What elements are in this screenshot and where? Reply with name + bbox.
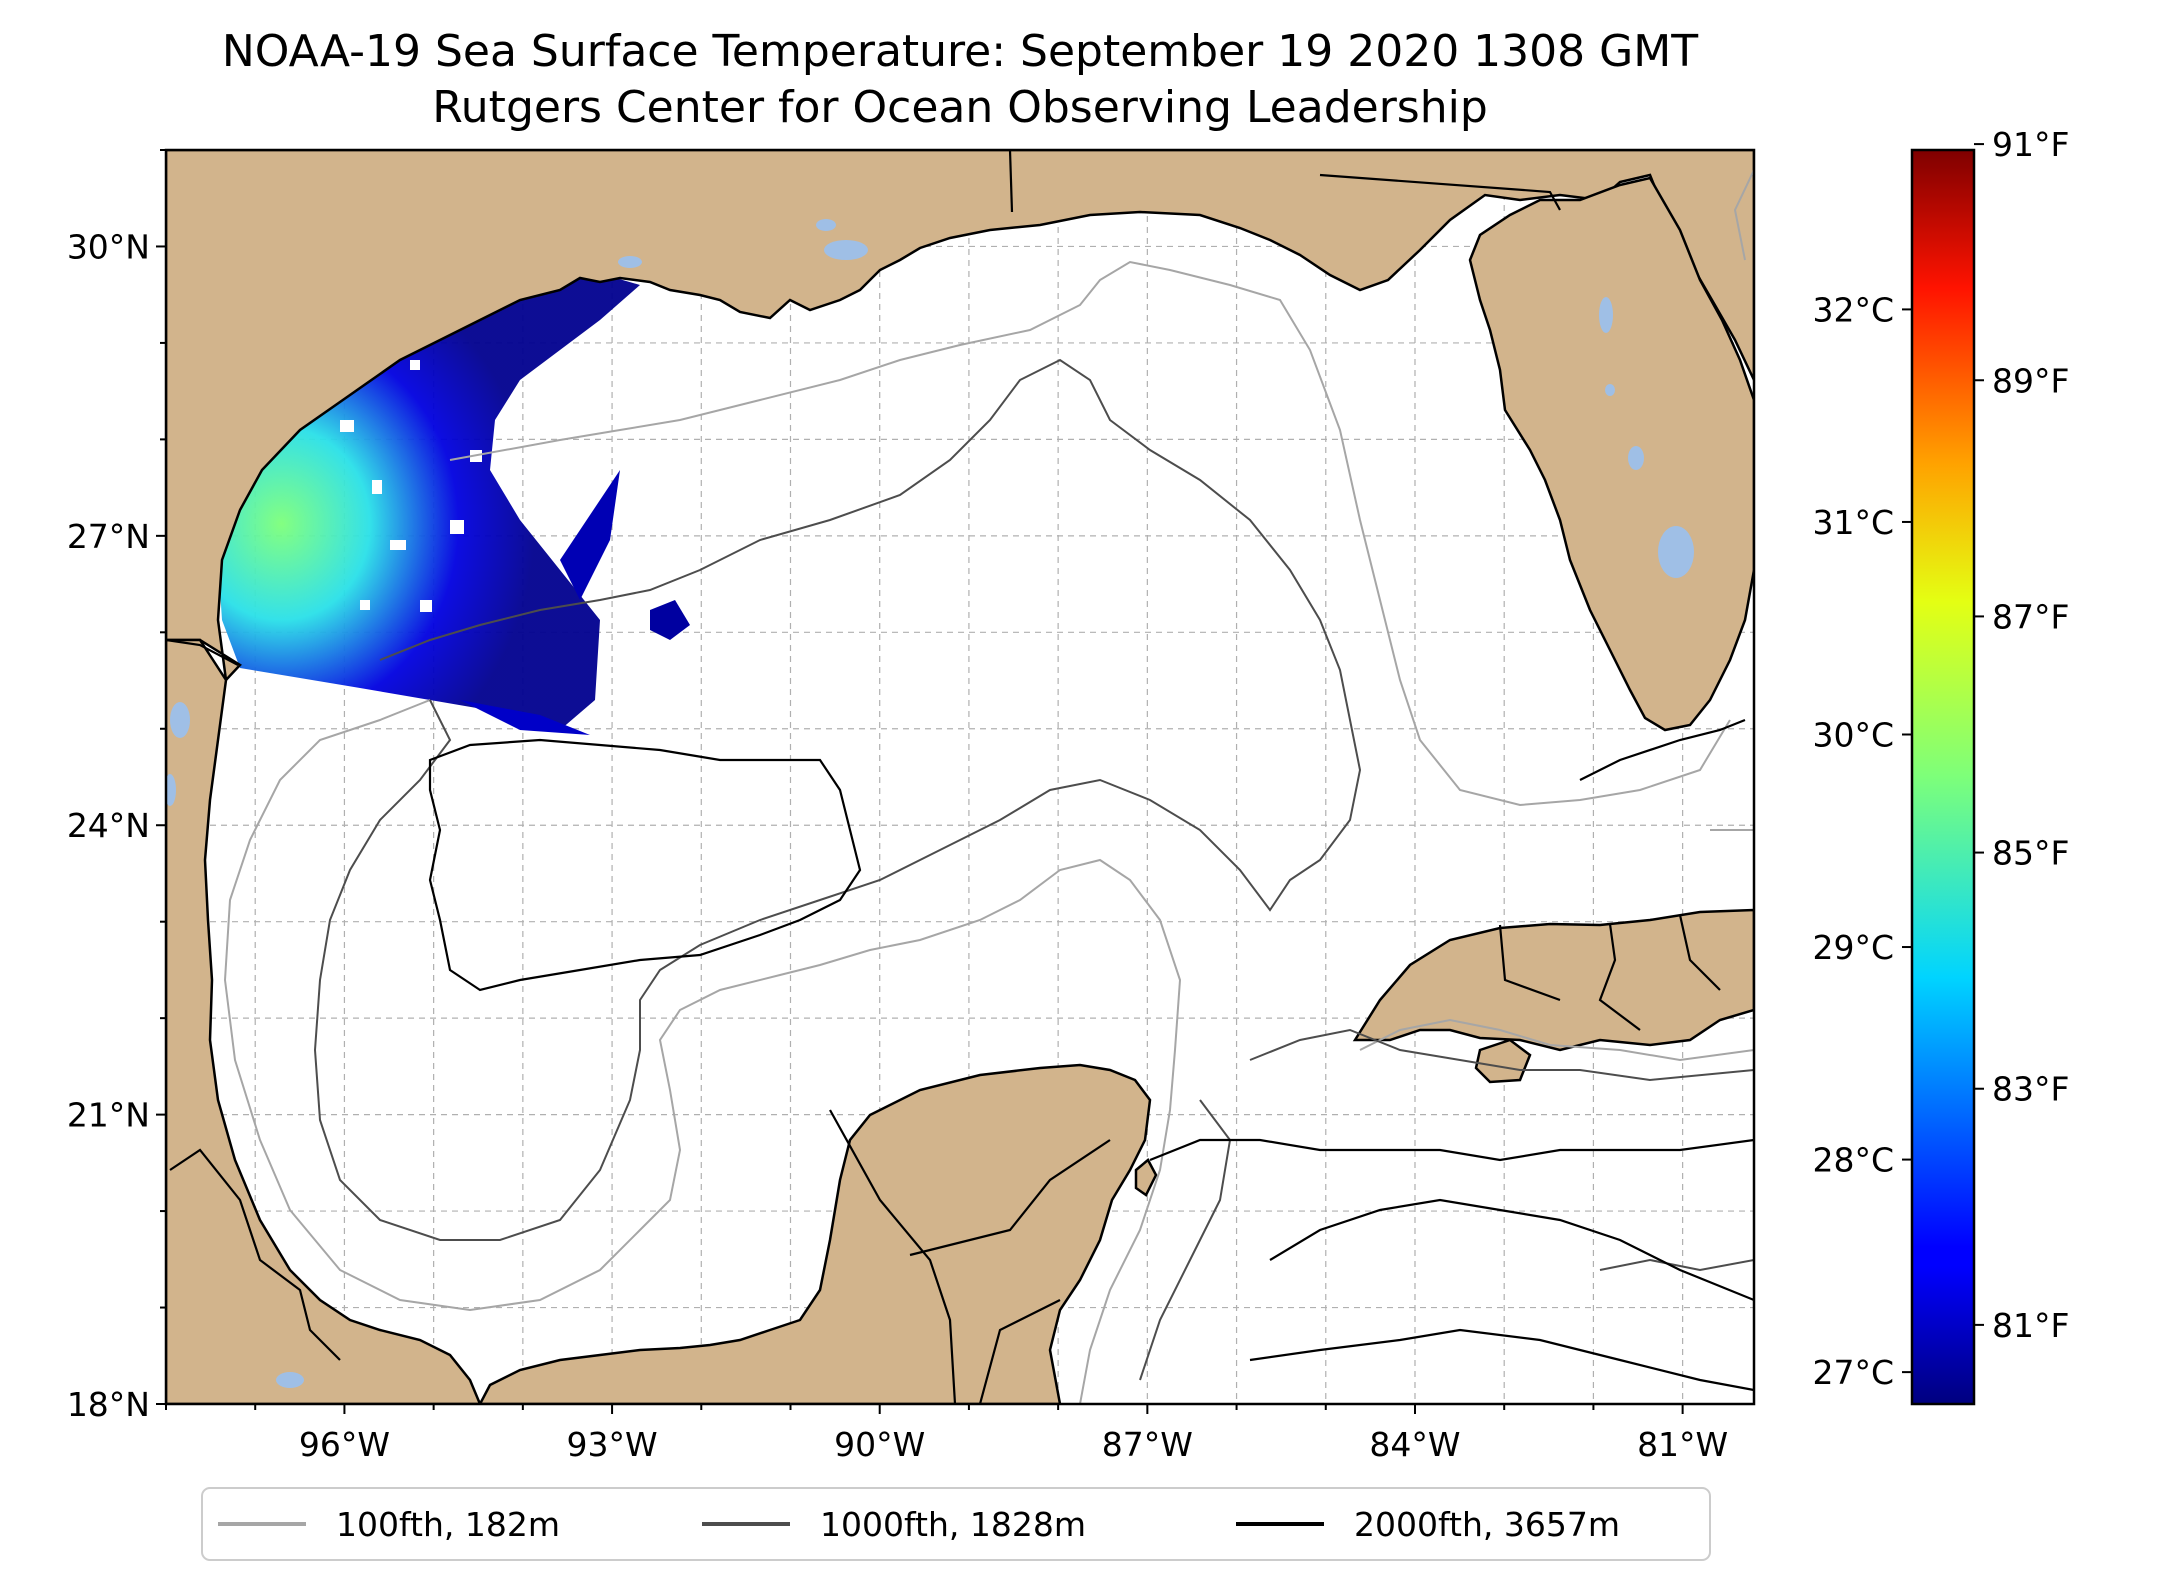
lakes <box>166 219 1694 1388</box>
fahrenheit-tick-label: 83°F <box>1992 1070 2069 1109</box>
land <box>166 150 1754 1404</box>
celsius-tick-label: 32°C <box>1812 290 1894 329</box>
map-subtitle: Rutgers Center for Ocean Observing Leade… <box>432 82 1488 133</box>
map-axes: 96°W 93°W 90°W 87°W 84°W 81°W 30°N 27°N 24°N 21°N… <box>67 149 1728 1464</box>
colorbar: 27°C 28°C 29°C 30°C 31°C 32°C 81°F 83°F 85°F 87°F… <box>1812 125 2069 1406</box>
fahrenheit-tick-label: 91°F <box>1992 125 2069 164</box>
lon-tick-label: 81°W <box>1637 1425 1728 1464</box>
lon-tick-label: 96°W <box>299 1425 390 1464</box>
legend-box <box>201 1487 1711 1561</box>
legend-label: 100fth, 182m <box>336 1505 560 1544</box>
lat-tick-label: 27°N <box>67 517 150 556</box>
colorbar-frame <box>1910 148 1976 1406</box>
lat-tick-label: 24°N <box>67 806 150 845</box>
lon-tick-label: 93°W <box>567 1425 658 1464</box>
legend-label: 1000fth, 1828m <box>820 1505 1086 1544</box>
legend-item: 2000fth, 3657m <box>1236 1505 1620 1544</box>
map-area[interactable] <box>164 150 1754 1404</box>
lat-tick-label: 18°N <box>67 1385 150 1424</box>
lat-tick-label: 21°N <box>67 1096 150 1135</box>
legend: 100fth, 182m 1000fth, 1828m 2000fth, 3657m <box>201 1487 1711 1561</box>
legend-item: 1000fth, 1828m <box>702 1505 1086 1544</box>
fahrenheit-tick-label: 81°F <box>1992 1306 2069 1345</box>
bathymetry-contours <box>223 169 1754 1404</box>
lon-tick-label: 90°W <box>834 1425 925 1464</box>
borders <box>166 150 1721 1404</box>
map-frame <box>164 148 1756 1406</box>
fahrenheit-tick-label: 87°F <box>1992 597 2069 636</box>
legend-item: 100fth, 182m <box>218 1505 560 1544</box>
lon-tick-label: 84°W <box>1369 1425 1460 1464</box>
celsius-tick-label: 27°C <box>1812 1353 1894 1392</box>
colorbar-ticks: 27°C 28°C 29°C 30°C 31°C 32°C 81°F 83°F 85°F 87°F… <box>1812 125 2069 1392</box>
celsius-tick-label: 28°C <box>1812 1141 1894 1180</box>
colorbar-gradient <box>1912 150 1974 1404</box>
fahrenheit-tick-label: 85°F <box>1992 834 2069 873</box>
map-title: NOAA-19 Sea Surface Temperature: Septemb… <box>221 26 1699 77</box>
legend-label: 2000fth, 3657m <box>1354 1505 1620 1544</box>
fahrenheit-tick-label: 89°F <box>1992 361 2069 400</box>
lat-tick-label: 30°N <box>67 227 150 266</box>
lon-tick-label: 87°W <box>1102 1425 1193 1464</box>
celsius-tick-label: 30°C <box>1812 715 1894 754</box>
celsius-tick-label: 29°C <box>1812 928 1894 967</box>
celsius-tick-label: 31°C <box>1812 503 1894 542</box>
